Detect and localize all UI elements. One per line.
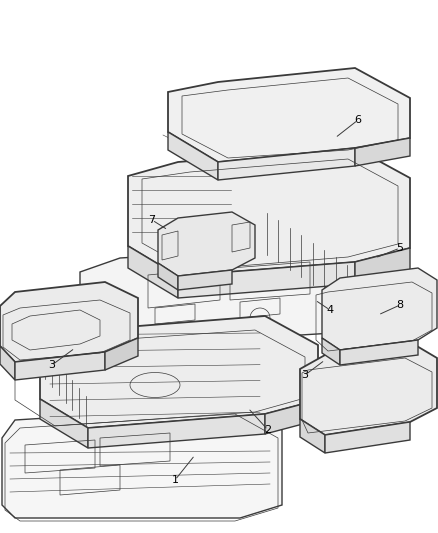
Polygon shape — [300, 419, 325, 453]
Polygon shape — [105, 338, 138, 370]
Polygon shape — [2, 406, 282, 518]
Polygon shape — [322, 338, 340, 365]
Text: 5: 5 — [396, 243, 403, 253]
Polygon shape — [168, 132, 218, 180]
Text: 6: 6 — [354, 115, 361, 125]
Text: 3: 3 — [301, 370, 308, 380]
Text: 8: 8 — [396, 300, 403, 310]
Text: 2: 2 — [265, 425, 272, 435]
Polygon shape — [0, 346, 15, 380]
Polygon shape — [355, 248, 410, 284]
Polygon shape — [355, 138, 410, 166]
Polygon shape — [168, 68, 410, 162]
Text: 3: 3 — [49, 360, 56, 370]
Polygon shape — [88, 414, 265, 448]
Polygon shape — [158, 263, 178, 290]
Text: 4: 4 — [326, 305, 334, 315]
Polygon shape — [218, 148, 355, 180]
Polygon shape — [340, 340, 418, 365]
Polygon shape — [80, 244, 395, 346]
Polygon shape — [40, 399, 88, 448]
Polygon shape — [40, 316, 318, 428]
Text: 7: 7 — [148, 215, 155, 225]
Polygon shape — [128, 148, 410, 276]
Polygon shape — [325, 422, 410, 453]
Polygon shape — [178, 270, 232, 290]
Polygon shape — [158, 212, 255, 276]
Polygon shape — [0, 282, 138, 362]
Polygon shape — [178, 262, 355, 298]
Polygon shape — [128, 246, 178, 298]
Polygon shape — [300, 342, 437, 435]
Polygon shape — [265, 400, 318, 434]
Text: 1: 1 — [172, 475, 179, 485]
Polygon shape — [322, 268, 437, 350]
Polygon shape — [15, 352, 105, 380]
